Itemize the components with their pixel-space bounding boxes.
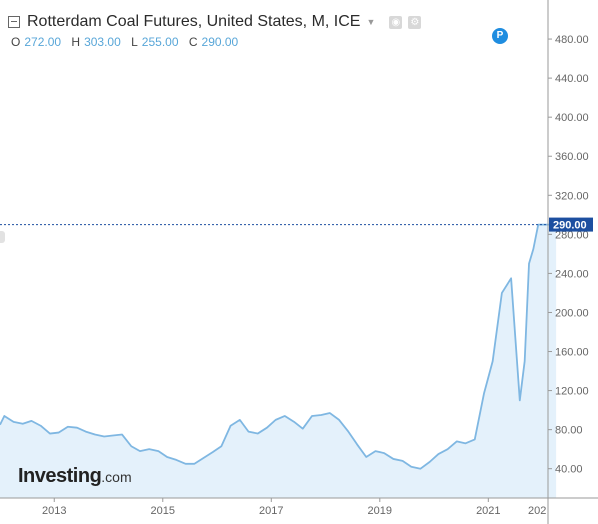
current-price-badge (549, 217, 593, 232)
high-label: H (71, 35, 81, 49)
x-tick-label: 202 (528, 505, 546, 517)
y-tick-label: 400.00 (555, 112, 589, 124)
logo-brand: Investing (18, 465, 102, 487)
axes: 40.00 80.00 120.00 160.00 200.00 240.00 280.00… (42, 34, 593, 517)
close-label: C (188, 35, 198, 49)
logo-domain: .com (101, 469, 132, 485)
low-value: 255.00 (141, 35, 179, 49)
y-tick-label: 320.00 (555, 190, 589, 202)
area-fill (0, 224, 557, 498)
high-value: 303.00 (84, 35, 121, 49)
y-tick-label: 240.00 (555, 268, 589, 280)
x-tick-label: 2017 (259, 505, 283, 517)
y-tick-label: 160.00 (555, 347, 589, 359)
y-tick-label: 280.00 (555, 229, 589, 241)
open-label: O (11, 35, 21, 49)
x-tick-label: 2013 (42, 505, 66, 517)
y-tick-label: 360.00 (555, 151, 589, 163)
gear-icon[interactable]: ⚙ (408, 15, 422, 29)
open-value: 272.00 (24, 35, 62, 49)
chart-header: Rotterdam Coal Futures, United States, M… (8, 10, 422, 34)
y-tick-label: 120.00 (555, 386, 589, 398)
y-tick-label: 440.00 (555, 73, 589, 85)
y-tick-label: 40.00 (555, 464, 583, 476)
x-tick-label: 2019 (368, 505, 392, 517)
current-price-label: 290.00 (553, 220, 587, 232)
y-tick-label: 80.00 (555, 425, 583, 437)
collapse-icon[interactable] (8, 16, 20, 28)
p-badge[interactable]: P (492, 28, 508, 44)
eye-icon[interactable]: ◉ (389, 15, 403, 29)
x-tick-label: 2015 (151, 505, 175, 517)
chart-title: Rotterdam Coal Futures, United States, M… (27, 13, 361, 30)
low-label: L (131, 35, 138, 49)
ohlc-readout: O 272.00 H 303.00 L 255.00 C 290.00 (11, 35, 245, 49)
investing-logo: Investing.com (18, 465, 132, 488)
plot-area[interactable] (0, 223, 557, 498)
price-line (0, 223, 557, 470)
caret-down-icon[interactable]: ▼ (366, 17, 376, 27)
scroll-handle[interactable] (0, 231, 5, 243)
y-tick-label: 200.00 (555, 307, 589, 319)
x-tick-label: 2021 (476, 505, 500, 517)
y-tick-label: 480.00 (555, 34, 589, 46)
close-value: 290.00 (201, 35, 239, 49)
